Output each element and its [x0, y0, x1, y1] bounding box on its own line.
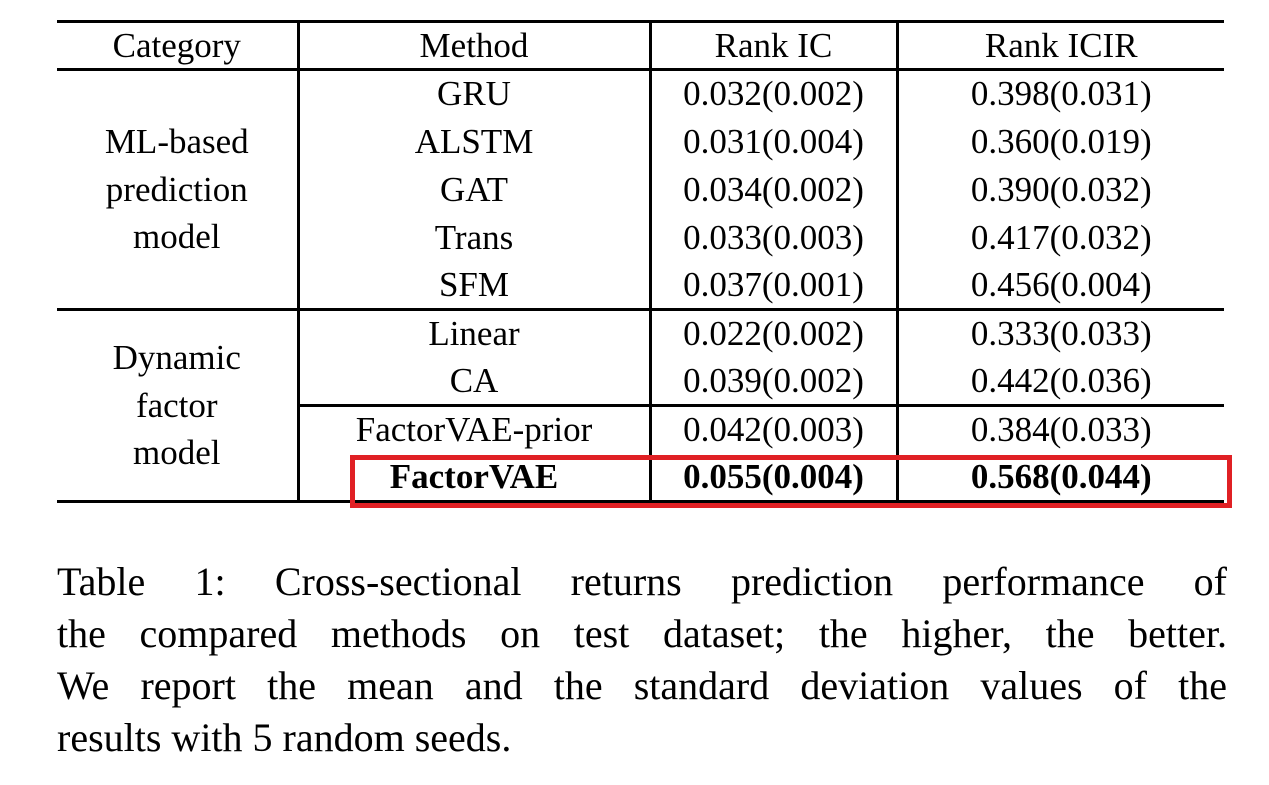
method-cell: Trans — [298, 213, 652, 262]
table-row-ca: CA 0.039(0.002) 0.442(0.036) — [57, 357, 1224, 407]
table-row-gru: ML-based prediction model GRU 0.032(0.00… — [57, 69, 1224, 310]
method-cell: GRU — [298, 69, 652, 118]
table-row-linear: Dynamic factor model Linear 0.022(0.002)… — [57, 308, 1224, 502]
rank-icir-cell: 0.390(0.032) — [970, 169, 1152, 209]
caption-line: results with 5 random seeds. — [57, 715, 512, 760]
header-rank-ic: Rank IC — [650, 21, 899, 71]
rank-icir-cell: 0.442(0.036) — [897, 357, 1224, 407]
table-row-trans: Trans 0.033(0.003) 0.417(0.032) — [57, 213, 1224, 262]
table-row-factorvae-prior: FactorVAE-prior 0.042(0.003) 0.384(0.033… — [57, 405, 1224, 454]
method-cell: CA — [298, 357, 652, 407]
table-row-sfm: SFM 0.037(0.001) 0.456(0.004) — [57, 261, 1224, 310]
rank-ic-cell: 0.034(0.002) — [650, 165, 899, 214]
caption-line: Table 1: Cross-sectional returns predict… — [57, 559, 1227, 604]
rank-ic-cell: 0.022(0.002) — [650, 308, 899, 358]
header-category: Category — [57, 21, 300, 71]
rank-icir-cell: 0.333(0.033) — [897, 308, 1224, 358]
table-row-alstm: ALSTM 0.031(0.004) 0.360(0.019) — [57, 117, 1224, 166]
method-cell: ALSTM — [298, 117, 652, 166]
rank-icir-cell: 0.568(0.044) — [970, 456, 1152, 496]
method-cell: GAT — [298, 165, 652, 214]
category-dynamic-factor: Dynamic factor model — [57, 308, 300, 502]
rank-icir-cell: 0.456(0.004) — [970, 264, 1152, 304]
header-method: Method — [298, 21, 652, 71]
method-cell: FactorVAE-prior — [298, 405, 652, 454]
rank-ic-cell: 0.031(0.004) — [650, 117, 899, 166]
method-cell: Linear — [298, 308, 652, 358]
category-ml-based: ML-based prediction model — [57, 69, 300, 310]
table-caption: Table 1: Cross-sectional returns predict… — [57, 556, 1227, 764]
rank-ic-cell: 0.039(0.002) — [650, 357, 899, 407]
rank-icir-cell: 0.384(0.033) — [970, 410, 1152, 450]
rank-icir-cell: 0.417(0.032) — [970, 217, 1152, 257]
caption-line: the compared methods on test dataset; th… — [57, 611, 1227, 656]
table-row-gat: GAT 0.034(0.002) 0.390(0.032) — [57, 165, 1224, 214]
rank-ic-cell: 0.042(0.003) — [650, 405, 899, 454]
rank-ic-cell: 0.055(0.004) — [650, 453, 899, 502]
rank-ic-cell: 0.032(0.002) — [650, 69, 899, 118]
table-row-factorvae: FactorVAE 0.055(0.004) 0.568(0.044) — [57, 453, 1224, 502]
results-table: Category Method Rank IC Rank ICIR ML-bas… — [57, 20, 1224, 503]
rank-ic-cell: 0.033(0.003) — [650, 213, 899, 262]
method-cell: FactorVAE — [298, 453, 652, 502]
rank-icir-cell: 0.360(0.019) — [970, 121, 1152, 161]
results-table-grid: Category Method Rank IC Rank ICIR ML-bas… — [57, 20, 1224, 503]
header-row: Category Method Rank IC Rank ICIR — [57, 21, 1224, 71]
rank-icir-cell: 0.398(0.031) — [970, 74, 1152, 114]
method-cell: SFM — [298, 261, 652, 310]
header-rank-icir: Rank ICIR — [897, 21, 1224, 71]
caption-line: We report the mean and the standard devi… — [57, 663, 1227, 708]
rank-ic-cell: 0.037(0.001) — [650, 261, 899, 310]
